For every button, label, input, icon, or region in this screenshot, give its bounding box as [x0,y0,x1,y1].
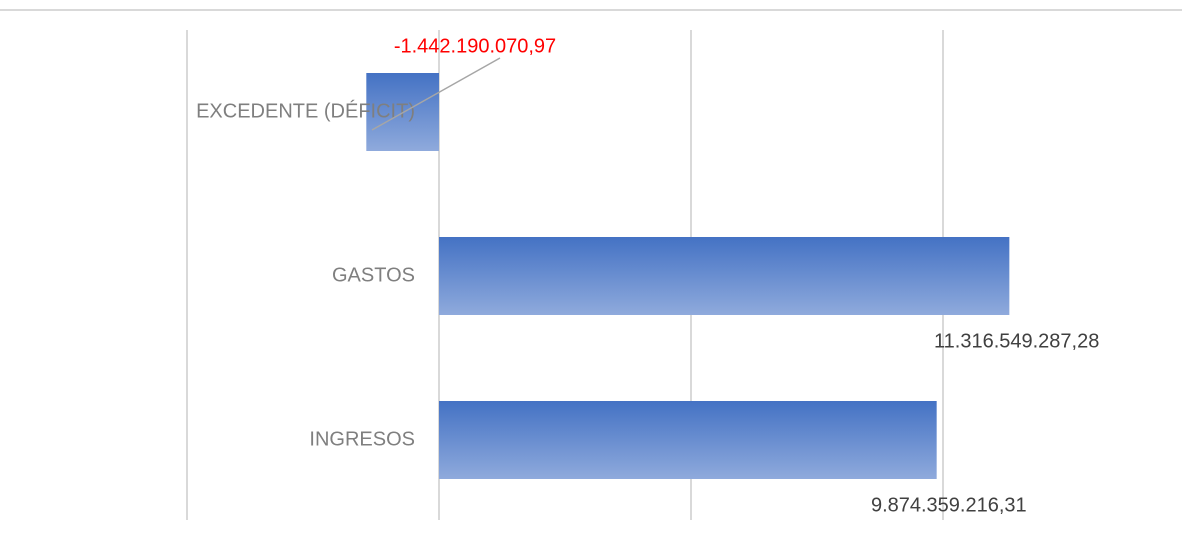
data-label: 9.874.359.216,31 [871,494,1027,516]
category-label: GASTOS [332,264,415,286]
category-label: EXCEDENTE (DÉFICIT) [196,99,415,122]
bar [439,237,1010,315]
data-label: 11.316.549.287,28 [934,330,1099,352]
category-label: INGRESOS [309,428,415,450]
leader-line [371,57,501,131]
data-label: -1.442.190.070,97 [394,35,556,57]
bar [439,401,937,479]
